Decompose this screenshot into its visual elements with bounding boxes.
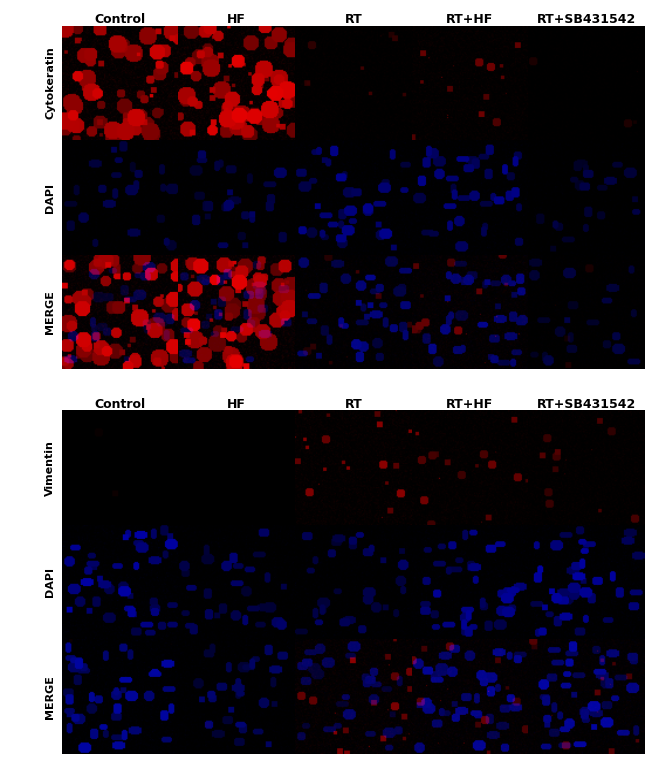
- Text: Vimentin: Vimentin: [45, 440, 55, 496]
- Text: RT+HF: RT+HF: [447, 14, 493, 27]
- Text: RT+HF: RT+HF: [447, 398, 493, 411]
- Text: DAPI: DAPI: [45, 182, 55, 213]
- Text: MERGE: MERGE: [45, 290, 55, 334]
- Text: RT+SB431542: RT+SB431542: [537, 14, 636, 27]
- Text: DAPI: DAPI: [45, 567, 55, 597]
- Text: Control: Control: [94, 14, 146, 27]
- Text: RT: RT: [344, 398, 362, 411]
- Text: RT: RT: [344, 14, 362, 27]
- Text: MERGE: MERGE: [45, 675, 55, 719]
- Text: RT+SB431542: RT+SB431542: [537, 398, 636, 411]
- Text: Control: Control: [94, 398, 146, 411]
- Text: Cytokeratin: Cytokeratin: [45, 46, 55, 119]
- Text: HF: HF: [227, 14, 246, 27]
- Text: HF: HF: [227, 398, 246, 411]
